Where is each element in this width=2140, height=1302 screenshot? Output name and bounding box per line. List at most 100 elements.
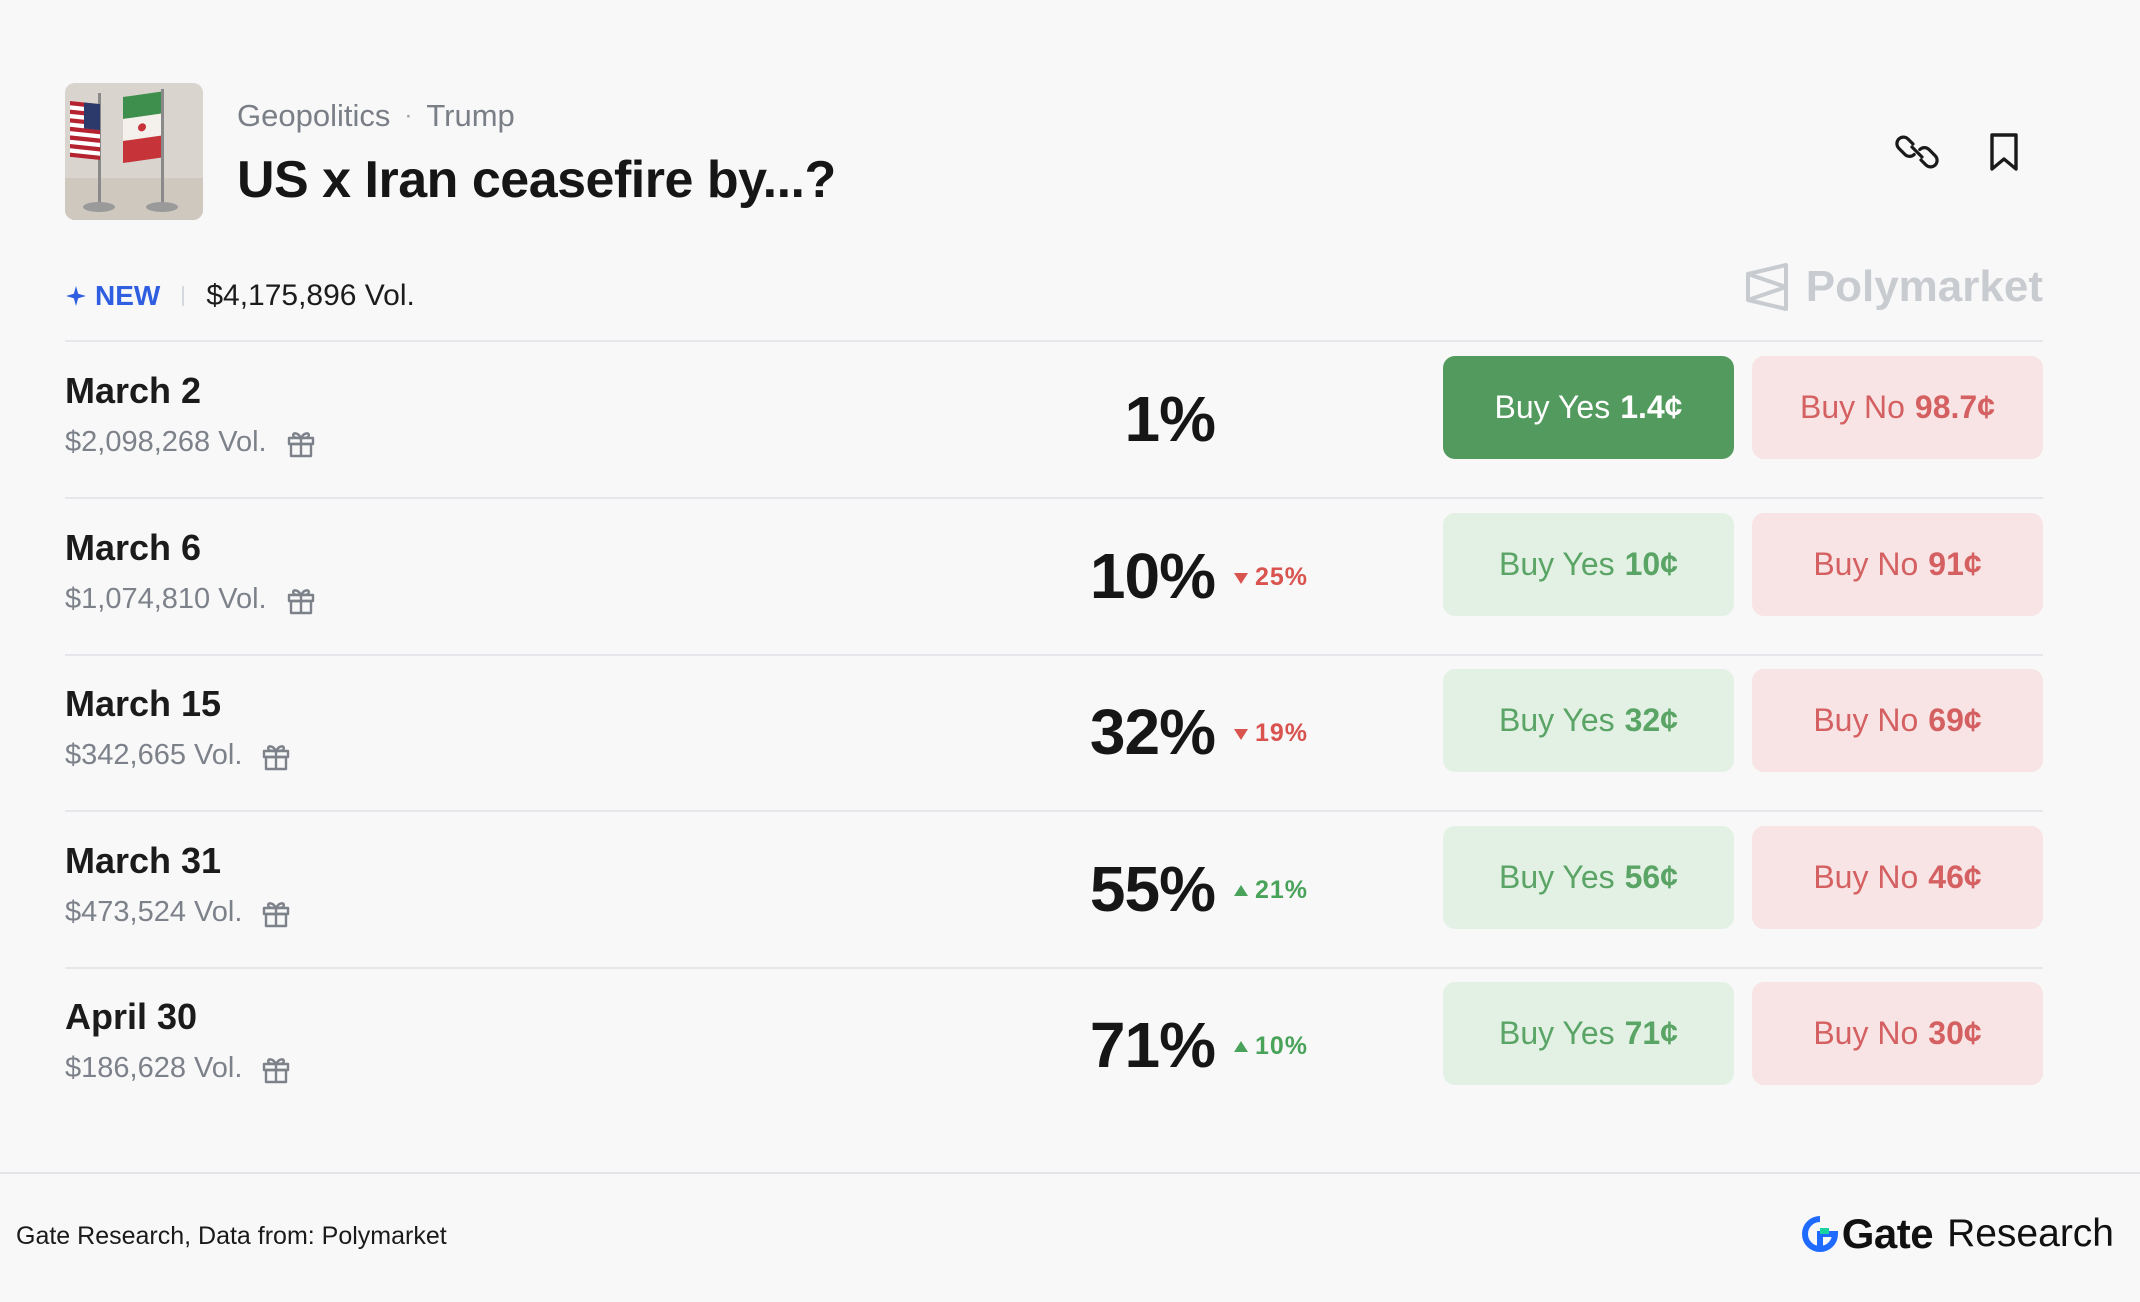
buy-yes-label: Buy Yes <box>1494 389 1611 425</box>
buy-yes-label: Buy Yes <box>1498 546 1615 582</box>
outcome-volume-text: $2,098,268 Vol. <box>65 426 267 458</box>
outcome-volume-text: $1,074,810 Vol. <box>65 583 267 615</box>
buy-no-button[interactable]: Buy No 46¢ <box>1752 826 2043 929</box>
outcome-volume: $342,665 Vol. <box>65 739 292 772</box>
gift-icon[interactable] <box>260 897 292 929</box>
price-change-value: 25% <box>1255 563 1309 591</box>
buy-no-button[interactable]: Buy No 69¢ <box>1752 669 2043 772</box>
probability: 1% <box>965 382 1445 462</box>
buy-yes-button[interactable]: Buy Yes 32¢ <box>1443 669 1734 772</box>
gift-icon[interactable] <box>285 427 317 459</box>
buy-no-button[interactable]: Buy No 98.7¢ <box>1752 356 2043 459</box>
buy-no-label: Buy No <box>1813 1015 1919 1051</box>
polymarket-logo: Polymarket <box>1744 262 2043 312</box>
price-change: 19% <box>1233 719 1308 748</box>
row-divider <box>65 340 2043 342</box>
us-iran-flags-thumbnail <box>65 83 203 220</box>
gift-icon[interactable] <box>260 740 292 772</box>
probability-value: 10% <box>1089 540 1216 612</box>
outcome-volume-text: $186,628 Vol. <box>65 1052 243 1084</box>
category-link[interactable]: Geopolitics <box>237 98 391 133</box>
buy-yes-label: Buy Yes <box>1498 702 1615 738</box>
buy-no-label: Buy No <box>1813 859 1919 895</box>
outcome-volume-text: $473,524 Vol. <box>65 896 243 928</box>
price-change-value: 19% <box>1255 719 1309 747</box>
buy-yes-button[interactable]: Buy Yes 1.4¢ <box>1443 356 1734 459</box>
sparkle-icon <box>66 286 86 306</box>
buy-no-label: Buy No <box>1813 546 1919 582</box>
buy-yes-button[interactable]: Buy Yes 56¢ <box>1443 826 1734 929</box>
outcome-row[interactable]: April 30 $186,628 Vol. 71% 10% Buy Yes 7… <box>65 968 2043 1124</box>
outcome-date: April 30 <box>65 996 198 1037</box>
buy-no-price: 30¢ <box>1928 1015 1982 1051</box>
buy-yes-price: 71¢ <box>1624 1015 1679 1051</box>
buy-no-button[interactable]: Buy No 91¢ <box>1752 513 2043 616</box>
arrow-up-icon <box>1234 1040 1248 1052</box>
outcome-date: March 15 <box>65 683 222 724</box>
breadcrumb-separator: · <box>404 102 413 129</box>
new-label: NEW <box>95 280 161 311</box>
gate-logo-icon <box>1801 1216 1838 1252</box>
outcome-date: March 31 <box>65 840 222 881</box>
link-icon[interactable] <box>1893 128 1941 176</box>
research-brand-text: Research <box>1947 1212 2114 1255</box>
price-change-value: 21% <box>1255 876 1309 904</box>
buy-yes-label: Buy Yes <box>1498 859 1615 895</box>
source-note: Gate Research, Data from: Polymarket <box>16 1222 447 1250</box>
total-volume: $4,175,896 Vol. <box>206 279 415 312</box>
buy-no-label: Buy No <box>1813 702 1919 738</box>
buy-no-price: 98.7¢ <box>1914 389 1995 425</box>
footer-divider <box>0 1172 2140 1174</box>
buy-no-button[interactable]: Buy No 30¢ <box>1752 982 2043 1085</box>
probability-value: 71% <box>1089 1009 1216 1081</box>
row-divider <box>65 967 2043 969</box>
price-change: 10% <box>1233 1032 1308 1061</box>
row-divider <box>65 497 2043 499</box>
outcome-volume: $473,524 Vol. <box>65 896 292 929</box>
buy-yes-button[interactable]: Buy Yes 10¢ <box>1443 513 1734 616</box>
price-change: 25% <box>1233 563 1308 592</box>
outcome-volume: $186,628 Vol. <box>65 1052 292 1085</box>
buy-no-price: 46¢ <box>1928 859 1982 895</box>
outcome-row[interactable]: March 6 $1,074,810 Vol. 10% 25% Buy Yes … <box>65 499 2043 655</box>
polymarket-icon <box>1745 263 1788 311</box>
arrow-down-icon <box>1234 572 1248 584</box>
probability-value: 1% <box>1124 383 1216 455</box>
outcome-date: March 2 <box>65 370 202 411</box>
outcome-row[interactable]: March 2 $2,098,268 Vol. 1% Buy Yes 1.4¢ … <box>65 342 2043 498</box>
probability-value: 55% <box>1089 853 1216 925</box>
buy-yes-price: 1.4¢ <box>1620 389 1683 425</box>
outcome-row[interactable]: March 15 $342,665 Vol. 32% 19% Buy Yes 3… <box>65 655 2043 811</box>
gift-icon[interactable] <box>285 584 317 616</box>
arrow-up-icon <box>1234 884 1248 896</box>
probability: 10% 25% <box>965 539 1445 619</box>
buy-yes-price: 56¢ <box>1624 859 1679 895</box>
outcome-volume: $2,098,268 Vol. <box>65 426 317 459</box>
tag-link[interactable]: Trump <box>426 98 515 133</box>
probability: 32% 19% <box>965 695 1445 775</box>
gift-icon[interactable] <box>260 1053 292 1085</box>
breadcrumb: Geopolitics · Trump <box>237 98 515 134</box>
brand-name: Polymarket <box>1805 262 2043 311</box>
buy-no-price: 91¢ <box>1928 546 1982 582</box>
price-change: 21% <box>1233 876 1308 905</box>
outcome-volume: $1,074,810 Vol. <box>65 583 317 616</box>
buy-no-price: 69¢ <box>1928 702 1982 738</box>
row-divider <box>65 654 2043 656</box>
market-meta: NEW $4,175,896 Vol. <box>65 276 415 316</box>
price-change-value: 10% <box>1255 1032 1309 1060</box>
buy-yes-button[interactable]: Buy Yes 71¢ <box>1443 982 1734 1085</box>
probability-value: 32% <box>1089 696 1216 768</box>
buy-yes-price: 10¢ <box>1624 546 1679 582</box>
meta-divider <box>182 286 185 306</box>
market-card: Geopolitics · Trump US x Iran ceasefire … <box>65 83 2043 1124</box>
buy-no-label: Buy No <box>1799 389 1905 425</box>
new-badge: NEW <box>65 280 160 312</box>
buy-yes-label: Buy Yes <box>1498 1015 1615 1051</box>
outcome-row[interactable]: March 31 $473,524 Vol. 55% 21% Buy Yes 5… <box>65 812 2043 968</box>
row-divider <box>65 810 2043 812</box>
bookmark-icon[interactable] <box>1980 128 2028 176</box>
probability: 71% 10% <box>965 1008 1445 1088</box>
arrow-down-icon <box>1234 728 1248 740</box>
market-title: US x Iran ceasefire by...? <box>237 151 836 209</box>
